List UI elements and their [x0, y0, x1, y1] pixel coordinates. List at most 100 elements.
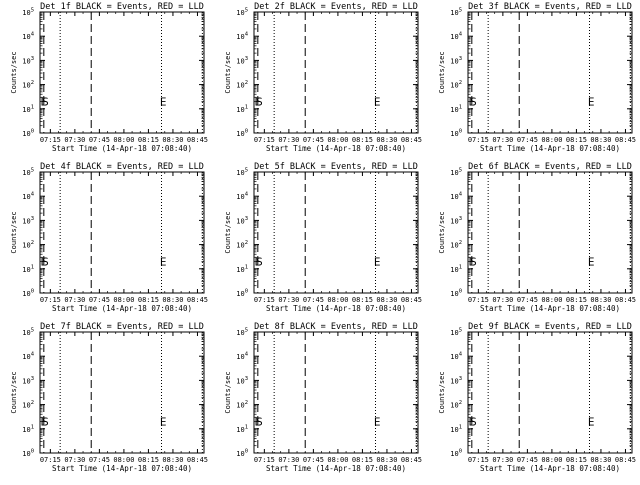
y-tick-label: 101 [236, 104, 248, 114]
panel-det-3: Det 3f BLACK = Events, RED = LLD 100 101 10… [438, 2, 636, 153]
panel-det-5: Det 5f BLACK = Events, RED = LLD 100 101 10… [224, 162, 422, 313]
panel-title: Det 3f BLACK = Events, RED = LLD [468, 2, 632, 12]
x-tick-label: 08:15 [566, 136, 587, 144]
panel-title: Det 2f BLACK = Events, RED = LLD [254, 2, 418, 12]
marker-s: S [42, 95, 49, 108]
y-axis-label: Counts/sec [438, 371, 446, 413]
x-tick-label: 08:00 [327, 456, 348, 464]
y-tick-label: 105 [22, 328, 34, 338]
x-axis-label: Start Time (14-Apr-18 07:08:40) [266, 464, 406, 473]
x-tick-label: 07:45 [303, 296, 324, 304]
marker-e: E [374, 255, 381, 268]
x-tick-label: 07:45 [89, 296, 110, 304]
y-tick-label: 101 [22, 424, 34, 434]
x-tick-label: 08:00 [327, 136, 348, 144]
x-tick-label: 08:45 [187, 296, 208, 304]
y-tick-label: 103 [236, 376, 248, 386]
marker-e: E [374, 95, 381, 108]
plot-frame [253, 11, 419, 134]
y-tick-label: 101 [22, 264, 34, 274]
marker-e: E [41, 255, 48, 268]
x-tick-label: 07:15 [254, 136, 275, 144]
x-tick-label: 08:30 [162, 296, 183, 304]
y-tick-label: 102 [236, 400, 248, 410]
x-tick-label: 08:15 [352, 296, 373, 304]
y-tick-label: 102 [22, 240, 34, 250]
y-tick-label: 101 [450, 424, 462, 434]
x-tick-label: 07:15 [40, 456, 61, 464]
panel-title: Det 8f BLACK = Events, RED = LLD [254, 322, 418, 332]
y-axis-label: Counts/sec [224, 211, 232, 253]
marker-e: E [255, 415, 262, 428]
panel-det-6: Det 6f BLACK = Events, RED = LLD 100 101 10… [438, 162, 636, 313]
x-tick-label: 07:30 [64, 296, 85, 304]
marker-s: S [42, 255, 49, 268]
x-tick-label: 08:00 [327, 296, 348, 304]
x-tick-label: 08:15 [138, 296, 159, 304]
y-tick-label: 103 [236, 56, 248, 66]
x-tick-label: 08:45 [401, 296, 422, 304]
x-tick-label: 08:45 [401, 136, 422, 144]
y-axis-label: Counts/sec [438, 51, 446, 93]
y-tick-label: 101 [236, 424, 248, 434]
y-axis-label: Counts/sec [224, 371, 232, 413]
marker-e: E [469, 95, 476, 108]
x-tick-label: 07:30 [278, 136, 299, 144]
x-tick-label: 08:15 [138, 136, 159, 144]
y-tick-label: 102 [22, 80, 34, 90]
panel-title: Det 6f BLACK = Events, RED = LLD [468, 162, 632, 172]
panel-title: Det 5f BLACK = Events, RED = LLD [254, 162, 418, 172]
y-tick-label: 101 [236, 264, 248, 274]
y-tick-label: 104 [450, 32, 462, 42]
y-tick-label: 105 [450, 8, 462, 18]
plot-frame [467, 11, 633, 134]
marker-e: E [588, 95, 595, 108]
y-tick-label: 104 [22, 192, 34, 202]
marker-s: S [256, 255, 263, 268]
x-axis-label: Start Time (14-Apr-18 07:08:40) [480, 144, 620, 153]
x-tick-label: 07:15 [468, 296, 489, 304]
panel-title: Det 4f BLACK = Events, RED = LLD [40, 162, 204, 172]
y-tick-label: 102 [450, 400, 462, 410]
y-tick-label: 103 [450, 376, 462, 386]
plot-frame [39, 11, 205, 134]
x-tick-label: 07:30 [492, 456, 513, 464]
y-tick-label: 104 [450, 192, 462, 202]
x-tick-label: 08:15 [138, 456, 159, 464]
y-axis-label: Counts/sec [10, 51, 18, 93]
marker-e: E [41, 95, 48, 108]
y-tick-label: 102 [450, 240, 462, 250]
x-tick-label: 08:30 [590, 456, 611, 464]
x-tick-label: 08:45 [187, 136, 208, 144]
marker-e: E [255, 255, 262, 268]
x-tick-label: 07:30 [64, 456, 85, 464]
x-tick-label: 07:15 [40, 136, 61, 144]
marker-s: S [256, 95, 263, 108]
x-tick-label: 08:00 [113, 456, 134, 464]
y-tick-label: 102 [22, 400, 34, 410]
marker-e: E [588, 415, 595, 428]
marker-e: E [374, 415, 381, 428]
y-tick-label: 105 [22, 8, 34, 18]
marker-e: E [160, 415, 167, 428]
y-axis-label: Counts/sec [224, 51, 232, 93]
marker-e: E [469, 255, 476, 268]
x-tick-label: 07:30 [64, 136, 85, 144]
y-tick-label: 105 [236, 168, 248, 178]
x-tick-label: 07:45 [517, 456, 538, 464]
marker-s: S [256, 415, 263, 428]
y-tick-label: 100 [236, 289, 248, 299]
x-tick-label: 08:15 [566, 456, 587, 464]
panel-det-8: Det 8f BLACK = Events, RED = LLD 100 101 10… [224, 322, 422, 473]
y-tick-label: 104 [22, 32, 34, 42]
plot-frame [39, 331, 205, 454]
x-tick-label: 08:45 [615, 136, 636, 144]
marker-e: E [588, 255, 595, 268]
marker-s: S [470, 255, 477, 268]
x-tick-label: 08:00 [541, 296, 562, 304]
y-tick-label: 105 [236, 8, 248, 18]
y-tick-label: 103 [22, 56, 34, 66]
x-axis-label: Start Time (14-Apr-18 07:08:40) [480, 464, 620, 473]
y-tick-label: 103 [22, 216, 34, 226]
x-tick-label: 08:00 [113, 296, 134, 304]
